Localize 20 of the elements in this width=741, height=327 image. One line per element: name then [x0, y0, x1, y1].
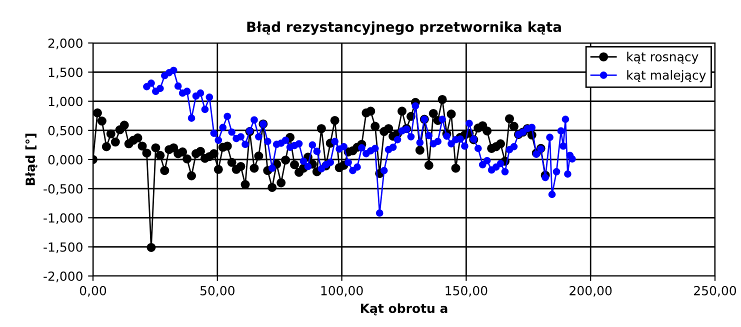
y-tick-label: -1,500	[44, 242, 82, 254]
y-tick-label: -2,000	[44, 271, 82, 282]
x-tick-label: 100,00	[321, 286, 363, 297]
x-axis-title: Kąt obrotu a	[360, 303, 448, 316]
legend-label: kąt rosnący	[627, 52, 698, 64]
y-tick-label: 1,500	[48, 68, 82, 78]
y-axis-title: Błąd [°]	[25, 134, 38, 186]
x-tick-label: 200,00	[570, 286, 612, 297]
x-tick-label: 150,00	[446, 286, 488, 297]
y-tick-label: -1,000	[44, 213, 82, 224]
y-tick-label: 2,000	[48, 38, 82, 50]
legend-label: kąt malejący	[627, 70, 706, 82]
x-tick-label: 250,00	[694, 286, 736, 297]
y-tick-label: 0,000	[48, 154, 82, 166]
x-tick-label: 0,00	[80, 286, 106, 297]
y-tick-label: 0,500	[48, 126, 82, 137]
chart-title: Błąd rezystancyjnego przetwornika kąta	[247, 21, 561, 35]
y-tick-label: -0,500	[44, 184, 82, 195]
y-tick-label: 1,000	[48, 96, 82, 108]
x-tick-label: 50,00	[200, 286, 234, 297]
